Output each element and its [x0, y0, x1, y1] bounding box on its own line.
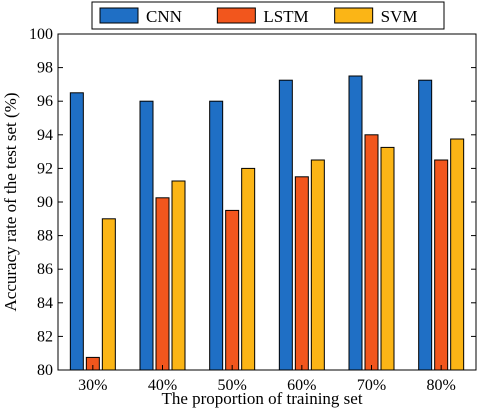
legend-label-lstm: LSTM	[263, 7, 308, 26]
x-tick-label: 70%	[357, 377, 386, 394]
bar-svm-1	[101, 218, 116, 371]
bar-svm-3	[241, 167, 256, 371]
x-tick-label: 30%	[78, 377, 107, 394]
legend-swatch-lstm	[216, 7, 256, 24]
legend-box	[91, 1, 445, 30]
legend-label-cnn: CNN	[146, 7, 182, 26]
x-tick-label: 80%	[427, 377, 456, 394]
y-tick-label: 84	[37, 295, 53, 312]
y-tick-label: 88	[37, 228, 53, 245]
bar-svm-4	[310, 159, 325, 371]
bar-cnn-2	[139, 100, 154, 371]
y-tick-label: 90	[37, 194, 53, 211]
legend-swatch-cnn	[99, 7, 139, 24]
bar-lstm-2	[155, 197, 170, 371]
y-tick-label: 92	[37, 160, 53, 177]
bar-svm-2	[171, 180, 186, 371]
plot-frame	[57, 33, 477, 371]
y-axis-ticks: 80 82 84 86 88 90 92 94 96 98 100	[29, 26, 476, 379]
y-axis-label: Accuracy rate of the test set (%)	[1, 93, 20, 312]
bar-cnn-3	[209, 100, 224, 371]
bar-svm-5	[380, 146, 395, 371]
y-tick-label: 80	[37, 362, 53, 379]
x-tick-label: 40%	[148, 377, 177, 394]
bar-lstm-4	[294, 176, 309, 371]
y-tick-label: 96	[37, 93, 53, 110]
y-tick-label: 82	[37, 328, 53, 345]
legend-label-svm: SVM	[381, 7, 418, 26]
x-tick-label: 50%	[218, 377, 247, 394]
y-tick-label: 86	[37, 261, 53, 278]
legend-swatch-svm	[334, 7, 374, 24]
bar-cnn-4	[278, 79, 293, 371]
bar-lstm-3	[225, 209, 240, 371]
bar-cnn-1	[69, 92, 84, 371]
bars-group	[69, 75, 465, 371]
x-axis-ticks: 30% 40% 50% 60% 70% 80%	[78, 365, 456, 394]
bar-svm-6	[450, 138, 465, 371]
plot-area	[57, 33, 477, 371]
bar-cnn-6	[418, 79, 433, 371]
y-tick-label: 98	[37, 60, 53, 77]
x-tick-label: 60%	[287, 377, 316, 394]
bar-lstm-6	[434, 159, 449, 371]
x-axis-label: The proportion of training set	[161, 389, 362, 408]
y-tick-label: 100	[29, 26, 53, 43]
bar-lstm-5	[364, 134, 379, 371]
bar-cnn-5	[348, 75, 363, 371]
legend: CNN LSTM SVM	[91, 1, 445, 30]
y-tick-label: 94	[37, 127, 53, 144]
